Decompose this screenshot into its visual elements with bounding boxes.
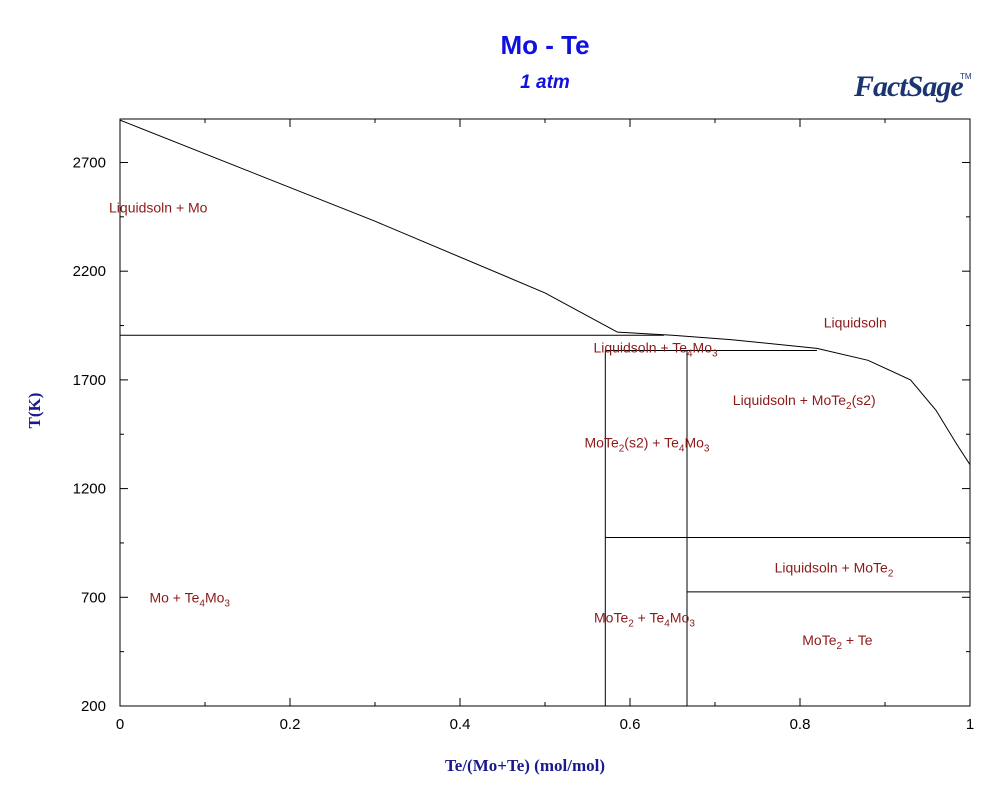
plot-frame <box>119 118 971 707</box>
logo-tm: TM <box>960 72 972 81</box>
region-label-subscript: 3 <box>689 618 695 629</box>
region-label-part: Liquidsoln + MoTe <box>733 392 846 408</box>
region-label: Liquidsoln <box>824 315 887 331</box>
factsage-logo: FactSage TM <box>838 64 973 110</box>
y-tick-label: 1200 <box>73 481 106 498</box>
region-label-part: MoTe <box>802 632 836 648</box>
region-label: MoTe2 + Te4Mo3 <box>594 609 695 629</box>
x-axis-title: Te/(Mo+Te) (mol/mol) <box>445 756 605 775</box>
region-label-subscript: 2 <box>628 618 634 629</box>
region-label: Liquidsoln + MoTe2(s2) <box>733 392 876 412</box>
region-label-subscript: 2 <box>619 443 625 454</box>
chart-subtitle: 1 atm <box>520 72 570 93</box>
chart-title: Mo - Te <box>500 30 590 60</box>
region-label-part: Mo <box>684 434 704 450</box>
region-label-subscript: 4 <box>687 349 693 360</box>
region-label-part: Liquidsoln + Te <box>593 340 687 356</box>
x-tick-label: 1 <box>966 716 974 733</box>
y-tick-label: 700 <box>81 589 106 606</box>
x-tick-label: 0.8 <box>790 716 811 733</box>
region-label-subscript: 3 <box>224 599 230 610</box>
x-tick-label: 0.6 <box>620 716 641 733</box>
region-label-part: Liquidsoln + Mo <box>109 199 208 215</box>
region-label-part: + Te <box>634 609 665 625</box>
y-tick-label: 1700 <box>73 372 106 389</box>
region-label: MoTe2(s2) + Te4Mo3 <box>585 434 710 454</box>
y-axis-title: T(K) <box>25 393 44 429</box>
region-label: Liquidsoln + Te4Mo3 <box>593 340 718 360</box>
region-label-subscript: 2 <box>888 568 894 579</box>
phase-boundary-2 <box>617 331 971 465</box>
region-label-subscript: 2 <box>846 401 852 412</box>
logo-text: FactSage <box>854 70 964 103</box>
region-label-part: Liquidsoln <box>824 315 887 331</box>
region-label: Liquidsoln + Mo <box>109 199 208 215</box>
y-tick-label: 200 <box>81 698 106 715</box>
region-label: Mo + Te4Mo3 <box>149 590 230 610</box>
region-label-part: Mo <box>693 340 713 356</box>
y-tick-label: 2700 <box>73 154 106 171</box>
region-label-part: (s2) + Te <box>624 434 679 450</box>
region-label-part: MoTe <box>594 609 628 625</box>
region-label-part: Mo + Te <box>149 590 199 606</box>
x-tick-label: 0 <box>116 716 124 733</box>
region-label-part: (s2) <box>852 392 876 408</box>
region-label-part: MoTe <box>585 434 619 450</box>
region-label-subscript: 3 <box>712 349 718 360</box>
x-tick-label: 0.4 <box>450 716 471 733</box>
region-label-subscript: 4 <box>199 599 205 610</box>
phase-boundary-1 <box>119 119 618 333</box>
region-label-part: Liquidsoln + MoTe <box>775 559 888 575</box>
region-label-part: + Te <box>842 632 873 648</box>
region-label-subscript: 4 <box>679 443 685 454</box>
region-label-part: Mo <box>205 590 225 606</box>
region-label: Liquidsoln + MoTe2 <box>775 559 894 579</box>
region-label-part: Mo <box>670 609 690 625</box>
region-label-subscript: 4 <box>664 618 670 629</box>
region-label-subscript: 2 <box>836 641 842 652</box>
region-label: MoTe2 + Te <box>802 632 872 652</box>
region-label-subscript: 3 <box>704 443 710 454</box>
y-tick-label: 2200 <box>73 263 106 280</box>
x-tick-label: 0.2 <box>280 716 301 733</box>
